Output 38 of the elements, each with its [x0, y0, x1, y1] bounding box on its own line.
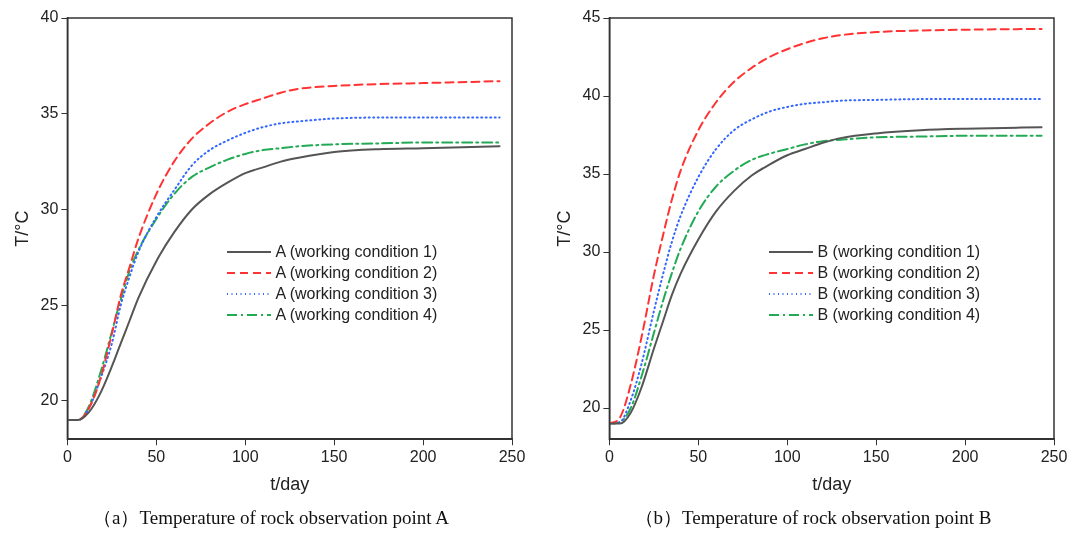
y-tick-label: 40	[40, 8, 59, 26]
y-axis-title: T/°C	[11, 210, 32, 247]
x-tick-label: 50	[147, 448, 166, 466]
x-axis-title: t/day	[270, 474, 310, 495]
x-tick-label: 200	[409, 448, 437, 466]
x-tick-label: 150	[320, 448, 348, 466]
x-tick-label: 250	[498, 448, 526, 466]
x-tick-label: 250	[1040, 448, 1068, 466]
legend-label: A (working condition 3)	[275, 284, 438, 305]
y-tick-label: 35	[40, 104, 59, 122]
y-axis-title: T/°C	[553, 210, 574, 247]
y-tick-label: 25	[582, 320, 601, 338]
legend-label: B (working condition 1)	[817, 242, 981, 263]
legend-label: A (working condition 1)	[275, 242, 438, 263]
y-tick-label: 45	[582, 8, 601, 26]
line-series	[609, 27, 1043, 425]
text: （a）Temperature of rock observation point A	[92, 506, 450, 530]
y-tick-label: 35	[582, 164, 601, 182]
y-tick-label: 40	[582, 86, 601, 104]
legend-label: A (working condition 2)	[275, 263, 438, 284]
legend-label: B (working condition 3)	[817, 284, 981, 305]
x-tick-label: 50	[689, 448, 708, 466]
y-tick-label: 30	[40, 199, 59, 217]
legend-label: B (working condition 4)	[817, 305, 981, 326]
x-tick-label: 0	[62, 448, 72, 466]
y-tick-label: 20	[40, 391, 59, 409]
x-axis-title: t/day	[812, 474, 852, 495]
x-tick-label: 0	[604, 448, 614, 466]
x-tick-label: 200	[951, 448, 979, 466]
legend-label: A (working condition 4)	[275, 305, 438, 326]
y-tick-label: 20	[582, 398, 601, 416]
y-tick-label: 30	[582, 242, 601, 260]
text: （b）Temperature of rock observation point B	[633, 506, 993, 530]
x-tick-label: 150	[862, 448, 890, 466]
y-tick-label: 25	[40, 295, 59, 313]
x-tick-label: 100	[231, 448, 259, 466]
x-tick-label: 100	[773, 448, 801, 466]
legend-label: B (working condition 2)	[817, 263, 981, 284]
